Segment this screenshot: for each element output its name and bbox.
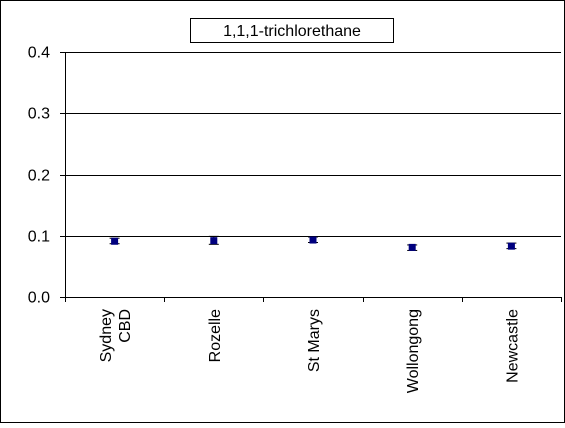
x-tick-label: CBD (117, 309, 134, 343)
x-tick-label: Wollongong (405, 309, 422, 393)
data-points (109, 235, 517, 251)
data-point (111, 237, 119, 245)
x-tick-label: St Marys (306, 309, 323, 372)
y-tick-label: 0.0 (28, 290, 50, 307)
title-box (190, 18, 394, 43)
y-tick-label: 0.4 (28, 45, 50, 62)
x-tick-labels: Sydney CBD Rozelle St Marys Wollongong Newcas… (98, 309, 521, 393)
data-point (507, 242, 515, 250)
data-point (408, 243, 416, 251)
x-tick-label: Sydney (98, 309, 115, 362)
x-tick-label: Newcastle (504, 309, 521, 383)
y-tick-label: 0.2 (28, 168, 50, 185)
y-tick-label: 0.1 (28, 229, 50, 246)
x-tick-label: Rozelle (207, 309, 224, 362)
y-tick-label: 0.3 (28, 106, 50, 123)
axes (60, 52, 562, 302)
y-tick-labels: 0.0 0.1 0.2 0.3 0.4 (28, 45, 50, 307)
chart-title: 1,1,1-trichlorethane (223, 23, 361, 40)
data-point (210, 237, 218, 245)
data-point (309, 236, 317, 244)
